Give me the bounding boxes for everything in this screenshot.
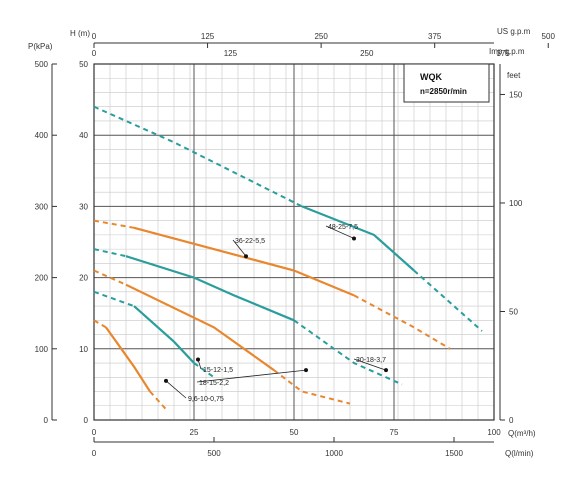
callout-leader (196, 369, 307, 383)
usgpm-tick-label: 125 (201, 32, 215, 41)
lmin-tick-label: 0 (92, 449, 97, 458)
curve-dashed-start (93, 248, 127, 258)
callout-leader (165, 380, 187, 399)
curve-label: 18-15-2,2 (199, 380, 229, 387)
callout-dot (164, 378, 168, 383)
x-tick-label-m3h: 50 (290, 428, 299, 437)
kpa-tick-label: 0 (44, 416, 49, 425)
chart-title: WQK (420, 72, 442, 82)
x-tick-label-m3h: 25 (190, 428, 199, 437)
plot-frame (93, 63, 495, 421)
title-box: WQK n=2850r/min (403, 63, 490, 103)
kpa-axis-label: P(kPa) (28, 42, 53, 51)
curve-dashed-start (93, 105, 303, 208)
feet-tick-label: 0 (509, 416, 514, 425)
feet-tick-label: 150 (509, 90, 523, 99)
usgpm-tick-label: 375 (428, 32, 442, 41)
h-axis-label: H (m) (70, 29, 90, 38)
curve-dashed-start (93, 290, 135, 308)
lmin-axis-label: Q(l/min) (505, 449, 534, 458)
curve-dashed-end (273, 369, 351, 405)
y-tick-label-m: 20 (79, 274, 88, 283)
curve-label: 9,6-10-0,75 (188, 396, 224, 403)
callout-dot (304, 368, 308, 373)
impgpm-axis-label: Imp g.p.m (489, 47, 525, 56)
pump-curves (93, 105, 483, 410)
callout-leader (353, 358, 387, 371)
impgpm-tick-label: 250 (360, 49, 374, 58)
kpa-tick-label: 500 (35, 60, 49, 69)
curve-dashed-start (93, 319, 107, 329)
y-tick-label-m: 50 (79, 60, 88, 69)
curve-solid (125, 283, 275, 372)
y-tick-label-m: 40 (79, 131, 88, 140)
curve-label: 36-22-5,5 (235, 238, 265, 245)
curve-label: 30-18-3,7 (356, 357, 386, 364)
feet-axis-label: feet (507, 71, 521, 80)
callout-leader (325, 225, 355, 239)
usgpm-tick-label: 500 (542, 32, 556, 41)
x-tick-label-m3h: 100 (487, 428, 501, 437)
impgpm-tick-label: 0 (92, 49, 97, 58)
curve-dashed-end (149, 390, 167, 410)
usgpm-tick-label: 0 (92, 32, 97, 41)
curve-solid (133, 305, 195, 364)
kpa-tick-label: 400 (35, 131, 49, 140)
usgpm-tick-label: 250 (314, 32, 328, 41)
usgpm-axis-label: US g.p.m (497, 27, 531, 36)
kpa-tick-label: 300 (35, 202, 49, 211)
curve-dashed-start (93, 219, 135, 229)
y-tick-label-m: 30 (79, 202, 88, 211)
curve-dashed-end (293, 319, 403, 386)
callout-dot (384, 368, 388, 373)
x-tick-label-m3h: 75 (390, 428, 399, 437)
curve-labels: 9,6-10-0,75 15-12-1,5 18-15-2,2 30-18-3,7 36… (164, 224, 388, 403)
curve-dashed-start (93, 269, 127, 286)
callout-dot (352, 236, 356, 241)
curve-label: 15-12-1,5 (203, 367, 233, 374)
feet-tick-label: 100 (509, 199, 523, 208)
kpa-tick-label: 200 (35, 274, 49, 283)
x-tick-label-m3h: 0 (92, 428, 97, 437)
callout-dot (196, 357, 200, 362)
y-tick-label-m: 10 (79, 345, 88, 354)
curve-dashed-end (413, 269, 483, 332)
y-tick-label-m: 0 (84, 416, 89, 425)
lmin-tick-label: 500 (207, 449, 221, 458)
curve-solid (105, 326, 151, 393)
impgpm-tick-label: 125 (224, 49, 238, 58)
major-grid (93, 63, 495, 421)
curve-label: 48-25-7,5 (328, 224, 358, 231)
kpa-tick-label: 100 (35, 345, 49, 354)
callout-leader (232, 239, 247, 257)
curve-dashed-end (193, 362, 215, 379)
curve-solid (301, 205, 415, 272)
callout-dot (244, 254, 248, 259)
chart-subtitle: n=2850r/min (420, 87, 467, 96)
title-box-frame (403, 63, 490, 103)
curve-solid (125, 255, 295, 322)
curve-dashed-end (353, 294, 451, 350)
feet-tick-label: 50 (509, 307, 518, 316)
curve-solid (133, 226, 355, 297)
impgpm-tick-label: 375 (496, 49, 510, 58)
lmin-tick-label: 1000 (325, 449, 343, 458)
lmin-tick-label: 1500 (445, 449, 463, 458)
m3h-axis-label: Q(m³/h) (508, 429, 536, 438)
